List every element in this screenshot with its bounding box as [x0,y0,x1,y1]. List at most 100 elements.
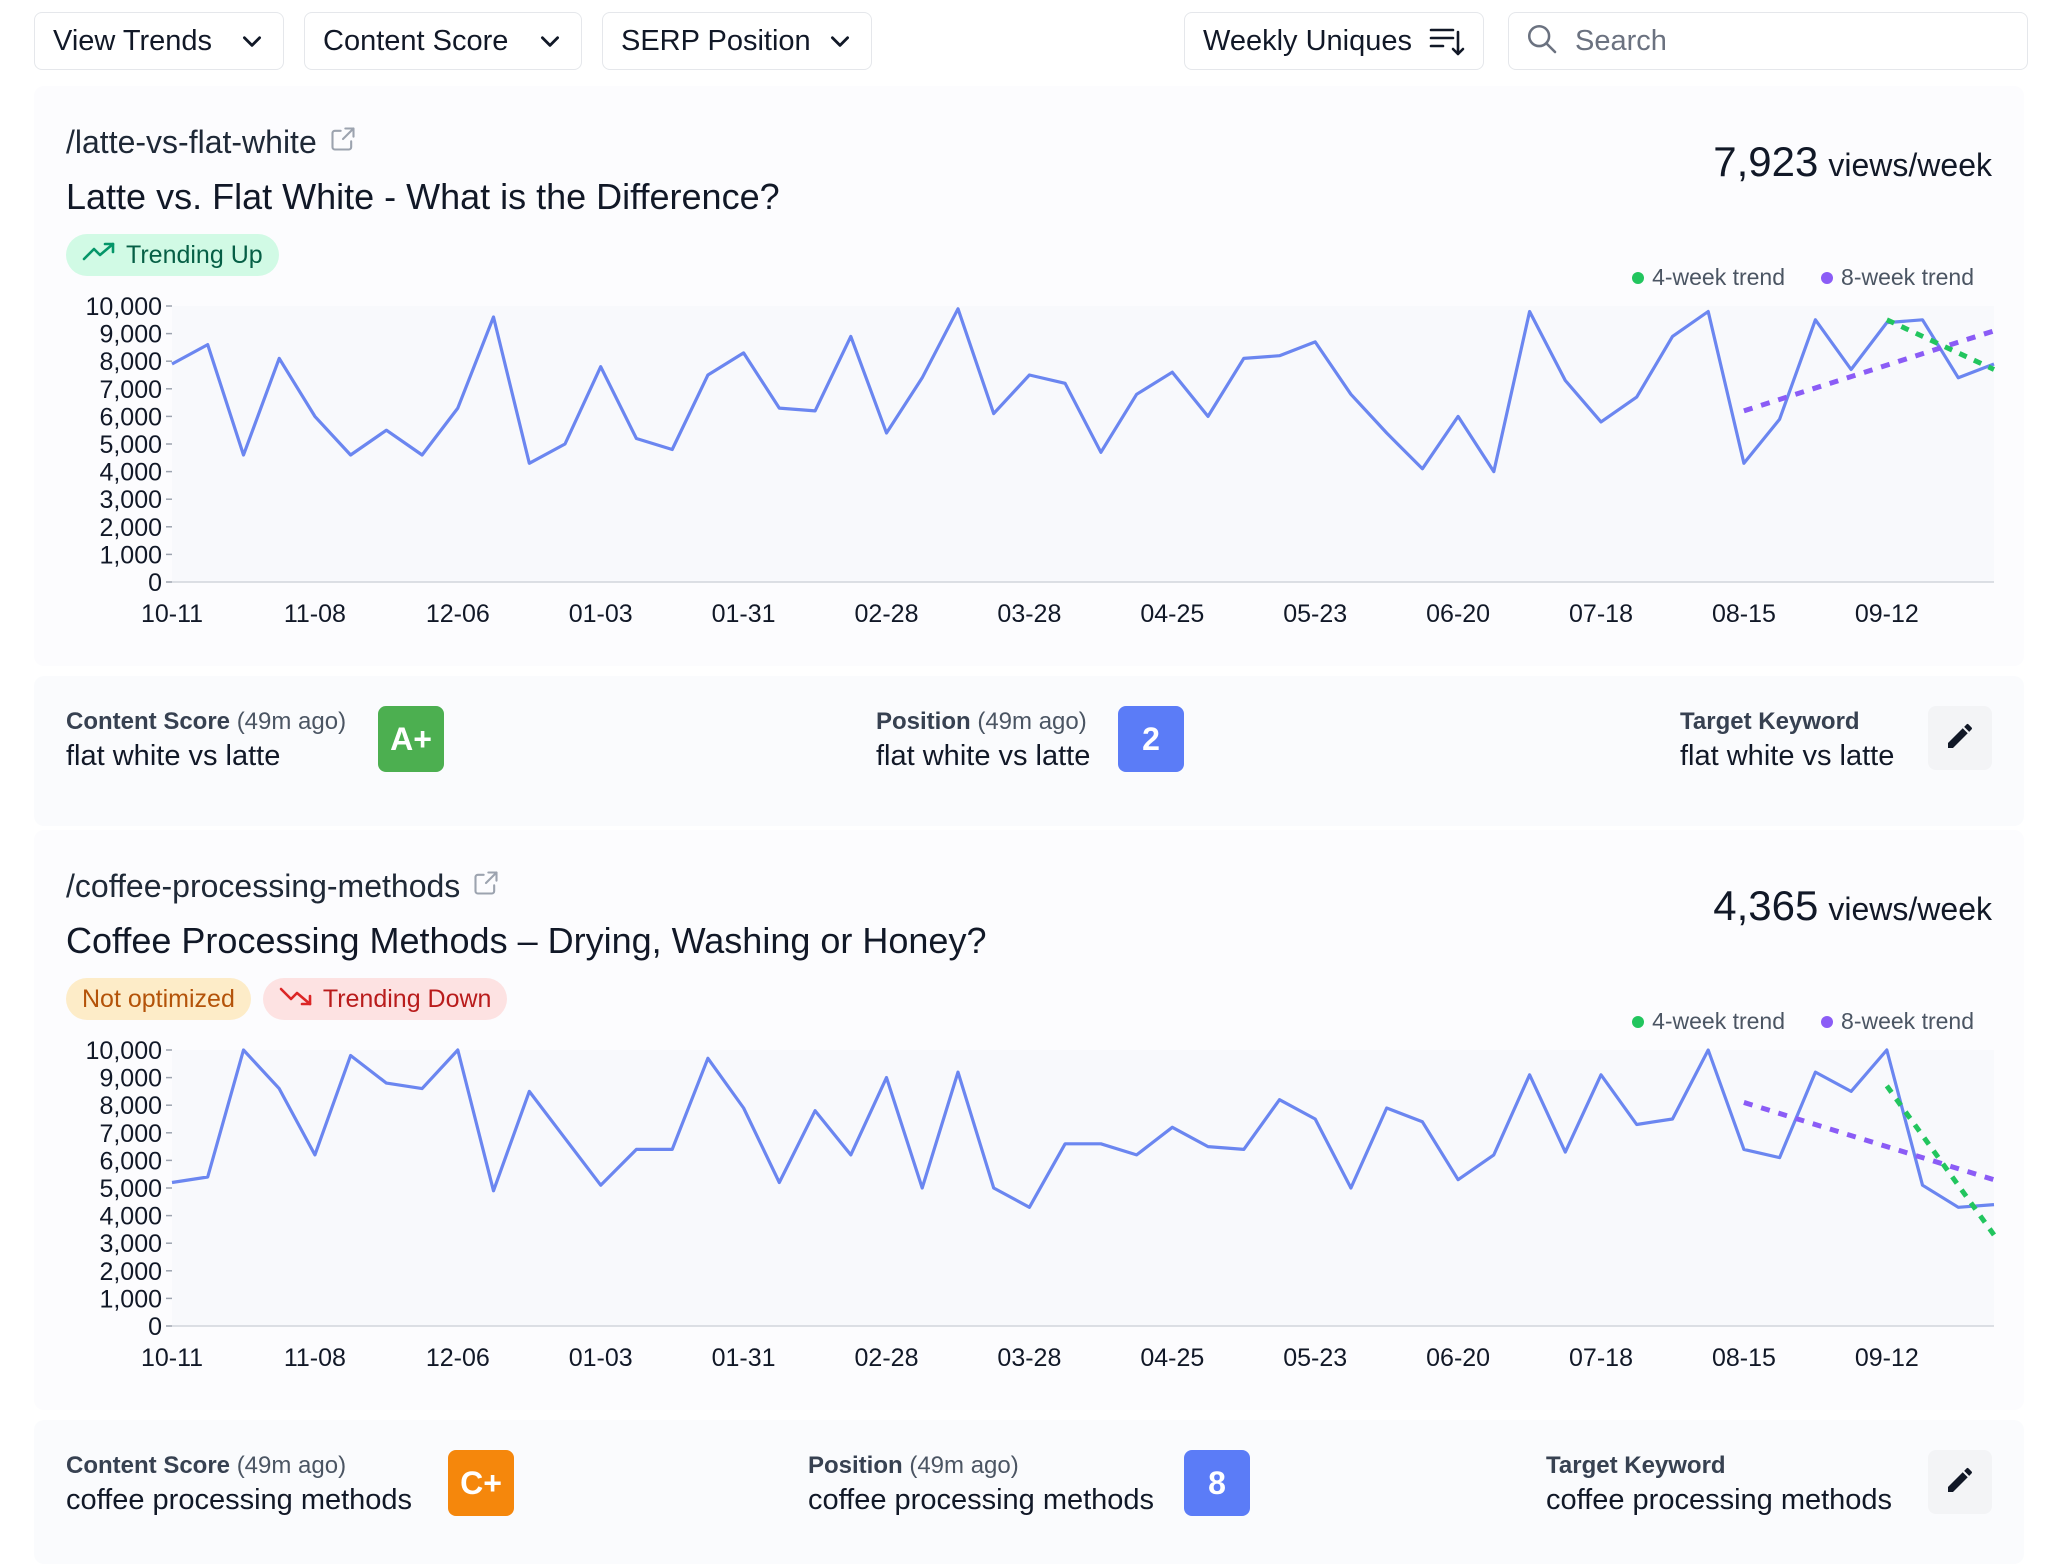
position-time: (49m ago) [909,1452,1019,1479]
content-score-dropdown[interactable]: Content Score [304,12,582,70]
weekly-uniques-sort[interactable]: Weekly Uniques [1184,12,1484,70]
y-tick-label: 2,000 [99,1258,162,1286]
not-optimized-badge: Not optimized [66,978,251,1020]
trend-4week-line [1885,317,1996,372]
y-tick-label: 9,000 [99,321,162,349]
weekly-uniques-line [171,307,1995,474]
x-tick-label: 06-20 [1426,1344,1490,1370]
edit-keyword-button[interactable] [1928,1450,1992,1514]
position-keyword: coffee processing methods [808,1484,1155,1516]
page-path: /latte-vs-flat-white [66,124,317,160]
x-tick-label: 07-18 [1569,600,1633,626]
x-tick-label: 03-28 [997,1344,1061,1370]
chevron-down-icon [239,28,265,54]
views-number: 4,365 [1713,882,1819,929]
y-tick-label: 6,000 [99,1147,162,1175]
position-title: Position [808,1452,903,1479]
x-tick-label: 11-08 [284,600,346,626]
y-tick-label: 5,000 [99,431,162,459]
x-tick-label: 06-20 [1426,600,1490,626]
plot-area [172,306,1994,582]
search-input[interactable] [1573,23,1997,59]
status-badges: Not optimized Trending Down [66,978,508,1020]
x-tick-label: 04-25 [1140,1344,1204,1370]
views-unit: views/week [1828,891,1992,927]
legend-item-4week: 4-week trend [1632,1008,1785,1035]
view-trends-label: View Trends [53,24,213,57]
x-tick-label: 08-15 [1712,600,1776,626]
external-link-icon[interactable] [472,868,500,905]
position-badge: 2 [1118,706,1184,772]
x-tick-label: 02-28 [855,1344,919,1370]
x-tick-label: 05-23 [1283,1344,1347,1370]
page-path-link[interactable]: /latte-vs-flat-white [66,124,357,161]
content-score-title: Content Score [66,1452,231,1479]
views-number: 7,923 [1713,138,1819,185]
y-tick-label: 9,000 [99,1065,162,1093]
content-score-metric: Content Score (49m ago) flat white vs la… [66,708,346,773]
target-keyword-metric: Target Keyword coffee processing methods [1546,1452,1892,1517]
x-tick-label: 09-12 [1855,600,1919,626]
toolbar: View Trends Content Score SERP Position … [0,0,2048,84]
view-trends-dropdown[interactable]: View Trends [34,12,284,70]
pencil-icon [1944,720,1976,757]
x-tick-label: 07-18 [1569,1344,1633,1370]
y-tick-label: 7,000 [99,1120,162,1148]
trend-8week-line [1743,1100,1995,1183]
content-grade-badge: C+ [448,1450,514,1516]
search-box[interactable] [1508,12,2028,70]
y-tick-label: 10,000 [86,293,162,321]
y-tick-label: 3,000 [99,1230,162,1258]
content-score-label: Content Score [323,24,509,57]
y-tick-label: 4,000 [99,459,162,487]
y-tick-label: 10,000 [86,1037,162,1065]
y-tick-label: 7,000 [99,376,162,404]
position-time: (49m ago) [977,708,1087,735]
views-unit: views/week [1828,147,1992,183]
chart-legend: 4-week trend 8-week trend [1632,1008,1974,1035]
y-tick-label: 3,000 [99,486,162,514]
y-tick-label: 8,000 [99,348,162,376]
x-tick-label: 01-31 [712,1344,776,1370]
page-path: /coffee-processing-methods [66,868,461,904]
page-path-link[interactable]: /coffee-processing-methods [66,868,500,905]
trending-up-badge: Trending Up [66,234,279,276]
y-tick-label: 0 [148,569,162,597]
position-metric: Position (49m ago) coffee processing met… [808,1452,1154,1517]
page-title: Coffee Processing Methods – Drying, Wash… [66,920,987,961]
y-tick-label: 2,000 [99,514,162,542]
legend-item-8week: 8-week trend [1821,1008,1974,1035]
badge-label: Trending Up [126,240,263,269]
content-score-keyword: coffee processing methods [66,1484,413,1516]
y-tick-label: 5,000 [99,1175,162,1203]
page-card: /coffee-processing-methods Coffee Proces… [34,830,2024,1564]
content-score-keyword: flat white vs latte [66,740,281,772]
position-keyword: flat white vs latte [876,740,1091,772]
legend-dot-8week [1821,271,1834,284]
legend-dot-8week [1821,1015,1834,1028]
x-tick-label: 10-11 [141,1344,203,1370]
weekly-uniques-label: Weekly Uniques [1203,24,1413,57]
y-tick-label: 0 [148,1313,162,1341]
legend-label-4week: 4-week trend [1652,264,1786,290]
y-tick-label: 1,000 [99,541,162,569]
serp-position-dropdown[interactable]: SERP Position [602,12,872,70]
content-grade-badge: A+ [378,706,444,772]
edit-keyword-button[interactable] [1928,706,1992,770]
x-tick-label: 08-15 [1712,1344,1776,1370]
y-tick-label: 8,000 [99,1092,162,1120]
x-tick-label: 01-03 [569,1344,633,1370]
views-per-week: 4,365 views/week [1713,882,1992,930]
chart-legend: 4-week trend 8-week trend [1632,264,1974,291]
page-title: Latte vs. Flat White - What is the Diffe… [66,176,780,217]
search-icon [1525,22,1559,61]
legend-item-4week: 4-week trend [1632,264,1785,291]
content-score-time: (49m ago) [236,708,347,735]
legend-label-8week: 8-week trend [1841,1008,1974,1034]
chevron-down-icon [827,28,853,54]
y-tick-label: 6,000 [99,403,162,431]
trending-down-badge: Trending Down [262,978,508,1020]
x-tick-label: 01-31 [712,600,776,626]
x-tick-label: 12-06 [426,600,490,626]
external-link-icon[interactable] [329,124,357,161]
